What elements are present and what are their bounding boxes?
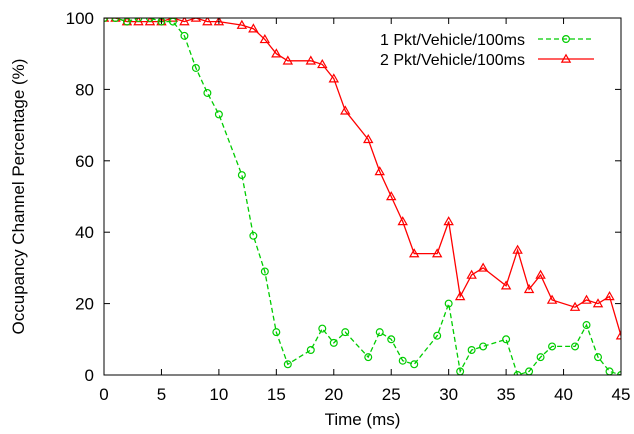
series-2-point bbox=[190, 18, 202, 22]
series-1-point bbox=[571, 342, 580, 351]
series-2-point bbox=[305, 55, 317, 65]
x-tick-label: 10 bbox=[209, 385, 228, 404]
series-1-point bbox=[594, 353, 603, 362]
series-2-point bbox=[466, 269, 477, 279]
series-2-point bbox=[397, 216, 408, 226]
series-2-point bbox=[546, 294, 558, 304]
series-1-point bbox=[214, 110, 223, 119]
x-tick-label: 40 bbox=[554, 385, 573, 404]
series-2-point bbox=[443, 216, 454, 226]
series-2 bbox=[104, 18, 621, 340]
series-2-point bbox=[581, 294, 592, 304]
series-2-line bbox=[104, 18, 621, 336]
series-1-point bbox=[272, 328, 281, 337]
series-2-point bbox=[328, 73, 340, 83]
series-1-point bbox=[260, 267, 269, 276]
y-tick-label: 20 bbox=[75, 295, 94, 314]
x-tick-label: 0 bbox=[99, 385, 108, 404]
series-2-point bbox=[167, 18, 179, 22]
series-1-point bbox=[410, 360, 419, 369]
x-tick-label: 5 bbox=[157, 385, 166, 404]
series-1 bbox=[104, 18, 621, 375]
series-2-point bbox=[282, 55, 294, 65]
series-1-point bbox=[283, 360, 292, 369]
series-layer bbox=[104, 18, 621, 375]
series-2-point bbox=[535, 269, 546, 279]
x-axis-label: Time (ms) bbox=[325, 410, 401, 429]
series-1-point bbox=[203, 88, 212, 97]
series-2-point bbox=[523, 283, 535, 294]
y-tick-label: 60 bbox=[75, 152, 94, 171]
plot-frame bbox=[103, 17, 622, 376]
series-1-point bbox=[467, 346, 476, 355]
series-1-point bbox=[502, 335, 511, 344]
series-1-point bbox=[318, 324, 327, 333]
y-tick-label: 40 bbox=[75, 223, 94, 242]
series-2-point bbox=[317, 59, 328, 69]
y-tick-label: 80 bbox=[75, 80, 94, 99]
series-2-point bbox=[431, 248, 443, 258]
series-1-point bbox=[433, 331, 442, 340]
series-2-point bbox=[202, 18, 213, 26]
series-1-point bbox=[329, 338, 338, 347]
series-1-point bbox=[398, 356, 407, 365]
y-tick-label: 0 bbox=[85, 366, 94, 385]
series-1-point bbox=[548, 342, 557, 351]
series-1-point bbox=[249, 231, 258, 240]
series-1-point bbox=[364, 353, 373, 362]
y-axis-label: Occupancy Channel Percentage (%) bbox=[9, 59, 28, 335]
series-2-point bbox=[213, 18, 225, 26]
x-tick-label: 45 bbox=[612, 385, 631, 404]
series-2-point bbox=[604, 291, 615, 301]
series-2-point bbox=[271, 48, 282, 58]
series-1-point bbox=[582, 321, 591, 330]
legend-marker-series-2 bbox=[560, 53, 572, 63]
x-tick-label: 15 bbox=[267, 385, 286, 404]
legend-marker-series-1 bbox=[561, 34, 570, 43]
series-1-line bbox=[104, 18, 621, 375]
series-2-point bbox=[236, 19, 248, 29]
series-2-point bbox=[259, 34, 271, 44]
series-2-point bbox=[385, 191, 397, 201]
series-2-point bbox=[454, 291, 466, 301]
series-2-point bbox=[615, 330, 621, 340]
series-1-point bbox=[306, 346, 315, 355]
x-tick-label: 20 bbox=[324, 385, 343, 404]
series-2-point bbox=[363, 133, 374, 144]
x-tick-label: 25 bbox=[382, 385, 401, 404]
series-2-point bbox=[408, 248, 420, 258]
axes-layer: 0 5 10 15 20 25 30 35 40 45 0 20 40 60 80 100 bbox=[66, 9, 631, 404]
series-2-point bbox=[569, 301, 581, 311]
series-1-point bbox=[387, 335, 396, 344]
series-1-point bbox=[513, 371, 522, 375]
series-1-point bbox=[375, 328, 384, 337]
series-2-point bbox=[592, 298, 604, 308]
x-tick-label: 30 bbox=[439, 385, 458, 404]
series-1-point bbox=[180, 31, 189, 40]
x-tick-label: 35 bbox=[497, 385, 516, 404]
legend-label-series-2: 2 Pkt/Vehicle/100ms bbox=[380, 52, 525, 69]
series-1-point bbox=[191, 63, 200, 72]
series-1-point bbox=[444, 299, 453, 308]
series-2-point bbox=[500, 280, 512, 290]
legend: 1 Pkt/Vehicle/100ms 2 Pkt/Vehicle/100ms bbox=[380, 32, 594, 69]
series-2-point bbox=[374, 166, 385, 176]
series-2-point bbox=[248, 23, 259, 33]
series-1-point bbox=[479, 342, 488, 351]
series-2-point bbox=[179, 18, 190, 26]
series-2-point bbox=[340, 105, 351, 115]
y-tick-label: 100 bbox=[66, 9, 94, 28]
series-1-point bbox=[237, 171, 246, 180]
series-1-point bbox=[605, 367, 614, 375]
series-1-point bbox=[341, 328, 350, 337]
series-2-point bbox=[477, 262, 489, 272]
series-1-point bbox=[536, 353, 545, 362]
legend-label-series-1: 1 Pkt/Vehicle/100ms bbox=[380, 32, 525, 49]
series-2-point bbox=[512, 244, 523, 254]
